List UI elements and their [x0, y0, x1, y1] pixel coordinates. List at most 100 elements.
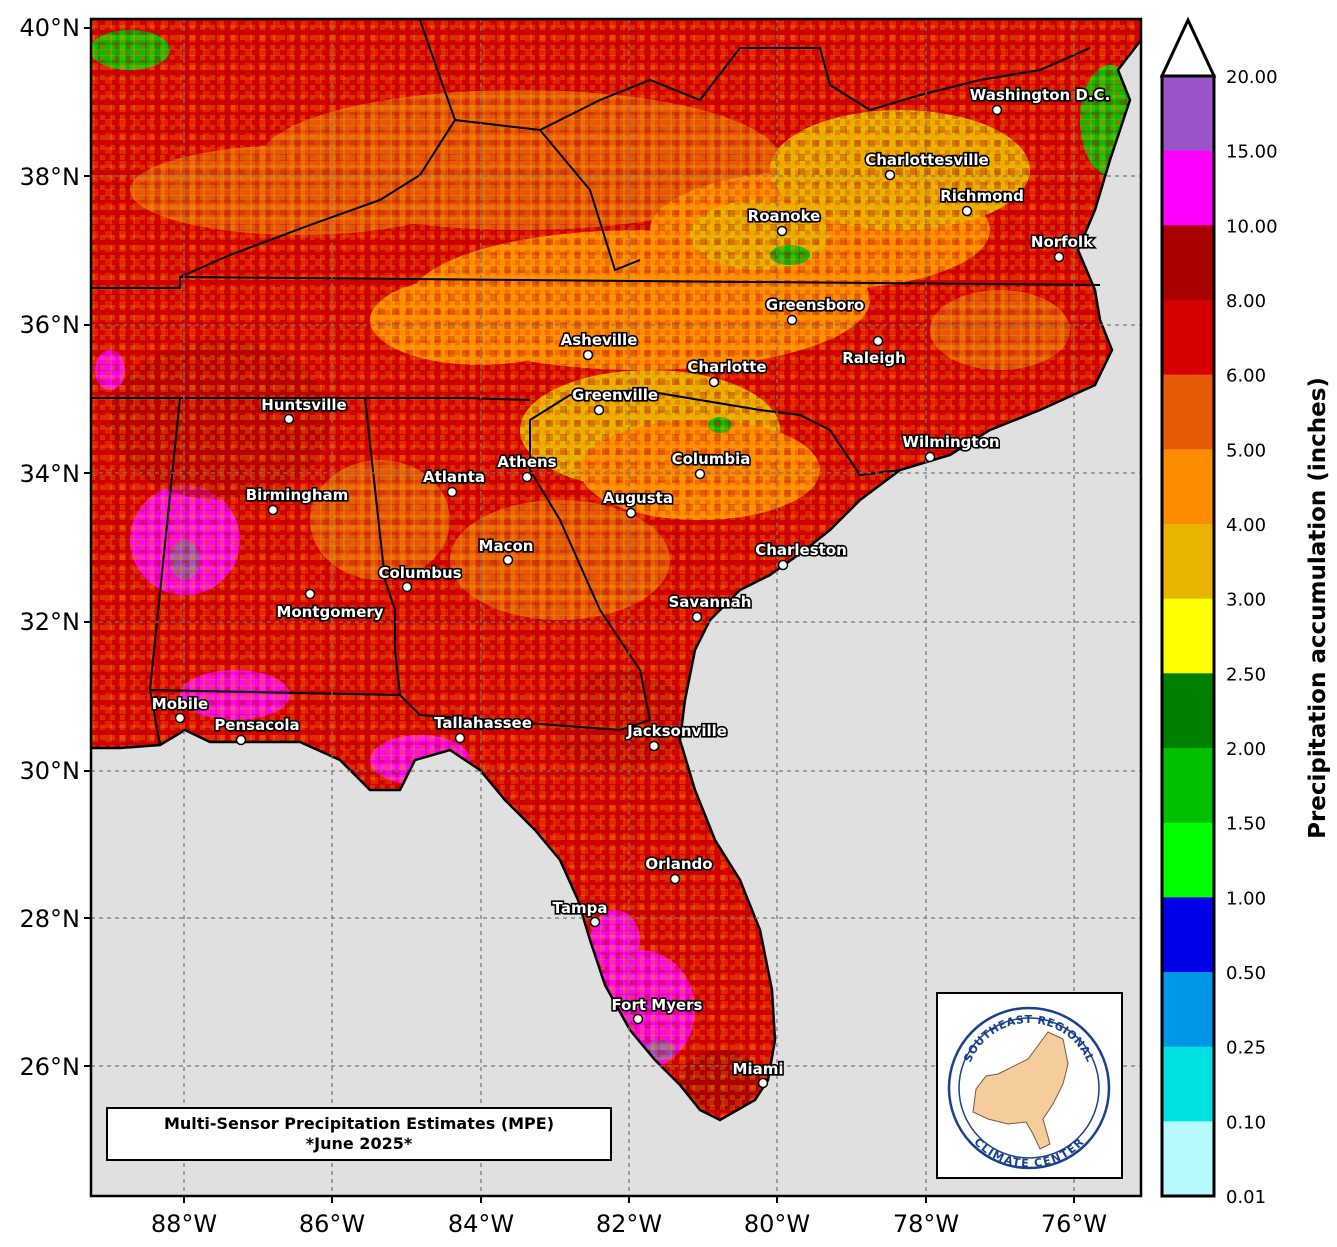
- city-label: Asheville: [561, 331, 638, 349]
- city-atlanta: Atlanta: [421, 466, 487, 498]
- colorbar-swatch: [1162, 598, 1214, 674]
- city-label: Roanoke: [748, 207, 821, 225]
- colorbar-level-label: 20.00: [1226, 67, 1278, 88]
- city-label: Richmond: [940, 187, 1024, 205]
- city-norfolk: Norfolk: [1029, 231, 1096, 263]
- sercc-logo: SOUTHEAST REGIONAL CLIMATE CENTER: [936, 992, 1123, 1179]
- lon-label: 78°W: [893, 1210, 959, 1238]
- colorbar-extend-arrow: [1159, 16, 1217, 78]
- city-charlotte: Charlotte: [686, 356, 768, 388]
- colorbar-swatch: [1162, 225, 1214, 301]
- colorbar-swatch: [1162, 76, 1214, 152]
- city-label: Miami: [733, 1060, 784, 1078]
- colorbar-swatch: [1162, 150, 1214, 226]
- city-label: Fort Myers: [612, 996, 703, 1014]
- city-tallahassee: Tallahassee: [432, 712, 534, 744]
- colorbar-level-label: 0.10: [1226, 1112, 1266, 1133]
- lon-label: 88°W: [151, 1210, 217, 1238]
- lat-label: 28°N: [20, 905, 81, 933]
- city-charlottesville: Charlottesville: [864, 149, 990, 181]
- lat-label: 26°N: [20, 1053, 81, 1081]
- city-label: Atlanta: [423, 468, 485, 486]
- lat-label: 40°N: [20, 14, 81, 42]
- city-label: Pensacola: [214, 716, 299, 734]
- city-layer: Washington D.C. Charlottesville Richmond…: [150, 84, 1112, 1089]
- city-label: Greenville: [572, 386, 658, 404]
- city-macon: Macon: [477, 535, 535, 566]
- lon-label: 76°W: [1041, 1210, 1107, 1238]
- city-label: Raleigh: [842, 349, 906, 367]
- city-savannah: Savannah: [667, 591, 753, 623]
- city-label: Charleston: [755, 541, 847, 559]
- city-greenville: Greenville: [570, 384, 660, 416]
- colorbar-level-label: 5.00: [1226, 440, 1266, 461]
- city-pensacola: Pensacola: [213, 714, 301, 746]
- colorbar-level-label: 2.50: [1226, 664, 1266, 685]
- colorbar-level-label: 0.50: [1226, 963, 1266, 984]
- city-birmingham: Birmingham: [244, 484, 350, 516]
- city-label: Charlottesville: [865, 151, 988, 169]
- colorbar-swatch: [1162, 822, 1214, 898]
- city-greensboro: Greensboro: [764, 294, 866, 326]
- colorbar-swatch: [1162, 972, 1214, 1048]
- city-charleston: Charleston: [754, 539, 848, 571]
- lat-label: 36°N: [20, 311, 81, 339]
- colorbar-swatch: [1162, 1121, 1214, 1197]
- map-subtitle: *June 2025*: [305, 1134, 413, 1153]
- city-richmond: Richmond: [939, 185, 1025, 217]
- city-augusta: Augusta: [601, 487, 675, 519]
- colorbar-swatch: [1162, 748, 1214, 824]
- colorbar-title: Precipitation accumulation (inches): [1305, 377, 1331, 839]
- city-label: Savannah: [669, 593, 752, 611]
- colorbar: 20.00 15.00 10.00 8.00 6.00 5.00 4.00 3.00 2.50 2…: [1160, 67, 1278, 1208]
- city-athens: Athens: [496, 451, 558, 483]
- city-label: Tallahassee: [434, 714, 532, 732]
- colorbar-swatch: [1162, 374, 1214, 450]
- city-columbus: Columbus: [377, 562, 463, 593]
- lon-label: 80°W: [744, 1210, 810, 1238]
- city-label: Tampa: [553, 899, 608, 917]
- city-tampa: Tampa: [551, 897, 609, 928]
- city-columbia: Columbia: [670, 448, 752, 480]
- city-label: Wilmington: [902, 433, 999, 451]
- lat-label: 34°N: [20, 460, 81, 488]
- colorbar-swatch: [1162, 300, 1214, 376]
- city-label: Macon: [479, 537, 534, 555]
- colorbar-level-label: 3.00: [1226, 590, 1266, 611]
- lat-label: 38°N: [20, 163, 81, 191]
- city-label: Charlotte: [687, 358, 766, 376]
- colorbar-swatch: [1162, 524, 1214, 600]
- lat-label: 32°N: [20, 608, 81, 636]
- city-label: Jacksonville: [626, 722, 727, 740]
- city-label: Mobile: [152, 695, 208, 713]
- colorbar-level-label: 4.00: [1226, 515, 1266, 536]
- colorbar-level-label: 10.00: [1226, 216, 1278, 237]
- city-label: Greensboro: [766, 296, 864, 314]
- city-label: Augusta: [603, 489, 673, 507]
- city-label: Orlando: [645, 855, 712, 873]
- colorbar-swatch: [1162, 673, 1214, 749]
- colorbar-level-label: 2.00: [1226, 739, 1266, 760]
- lat-label: 30°N: [20, 757, 81, 785]
- city-washington-dc: Washington D.C.: [968, 84, 1112, 116]
- city-huntsville: Huntsville: [260, 394, 348, 425]
- city-raleigh: Raleigh: [841, 335, 907, 369]
- city-label: Washington D.C.: [970, 86, 1111, 104]
- colorbar-swatch: [1162, 897, 1214, 973]
- sercc-logo-graphic: SOUTHEAST REGIONAL CLIMATE CENTER: [947, 1006, 1111, 1170]
- colorbar-level-label: 6.00: [1226, 366, 1266, 387]
- city-label: Columbia: [672, 450, 751, 468]
- city-miami: Miami: [731, 1058, 785, 1089]
- colorbar-swatch: [1162, 1046, 1214, 1122]
- city-label: Columbus: [378, 564, 461, 582]
- city-label: Birmingham: [246, 486, 349, 504]
- city-orlando: Orlando: [644, 853, 714, 885]
- colorbar-level-label: 1.50: [1226, 814, 1266, 835]
- colorbar-level-label: 1.00: [1226, 888, 1266, 909]
- map-title-box: Multi-Sensor Precipitation Estimates (MP…: [106, 1107, 612, 1161]
- city-label: Huntsville: [261, 396, 346, 414]
- colorbar-level-label: 0.25: [1226, 1038, 1266, 1059]
- city-wilmington: Wilmington: [901, 431, 1001, 463]
- city-label: Montgomery: [276, 603, 383, 621]
